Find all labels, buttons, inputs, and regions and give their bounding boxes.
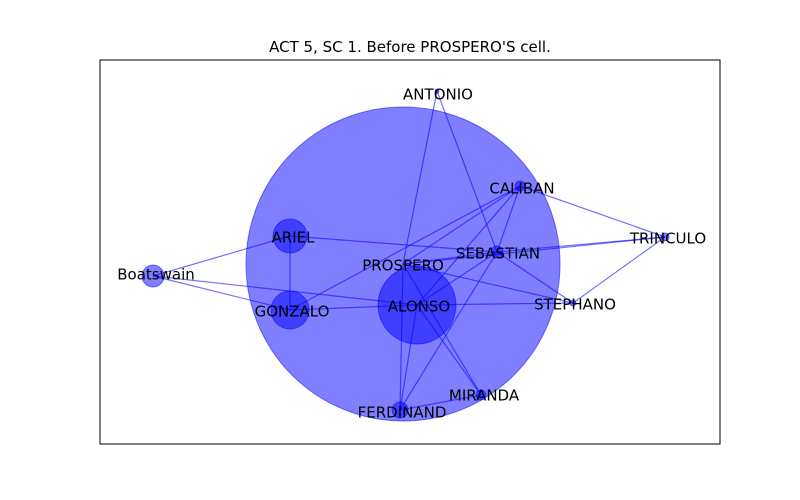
node-ariel-node-circle bbox=[272, 218, 308, 254]
node-label-miranda: MIRANDA bbox=[449, 387, 520, 405]
node-alonso-node-circle bbox=[377, 265, 457, 345]
node-miranda-node-circle bbox=[475, 389, 487, 401]
node-boatswain-node-circle bbox=[141, 264, 165, 288]
node-label-gonzalo: GONZALO bbox=[255, 303, 330, 321]
node-label-prospero: PROSPERO bbox=[362, 257, 444, 275]
node-gonzalo-node-circle bbox=[270, 290, 310, 330]
node-label-boatswain: Boatswain bbox=[117, 266, 195, 284]
node-caliban-node-circle bbox=[514, 180, 526, 192]
diagram-title: ACT 5, SC 1. Before PROSPERO'S cell. bbox=[269, 38, 551, 56]
node-label-ferdinand: FERDINAND bbox=[358, 404, 447, 422]
node-sebastian-node-circle bbox=[490, 245, 504, 259]
node-stephano-node-circle bbox=[569, 299, 577, 307]
nodes-layer bbox=[141, 88, 670, 422]
node-label-alonso: ALONSO bbox=[388, 298, 450, 316]
node-label-ariel: ARIEL bbox=[272, 229, 316, 247]
node-antonio-node-circle bbox=[434, 88, 440, 94]
node-ferdinand-node-circle bbox=[391, 401, 409, 419]
node-label-antonio: ANTONIO bbox=[403, 86, 473, 104]
plot-frame bbox=[99, 59, 721, 445]
labels-layer: PROSPERO ALONSO ARIEL GONZALO Boatswain ANTON… bbox=[117, 86, 706, 422]
node-label-sebastian: SEBASTIAN bbox=[456, 245, 540, 263]
node-trinculo-node-circle bbox=[660, 232, 670, 242]
node-prospero-node-circle bbox=[245, 106, 561, 422]
node-label-caliban: CALIBAN bbox=[489, 180, 554, 198]
node-label-stephano: STEPHANO bbox=[534, 296, 616, 314]
node-label-trinculo: TRINCULO bbox=[629, 230, 706, 248]
edge-trinculo-stephano bbox=[572, 236, 666, 304]
